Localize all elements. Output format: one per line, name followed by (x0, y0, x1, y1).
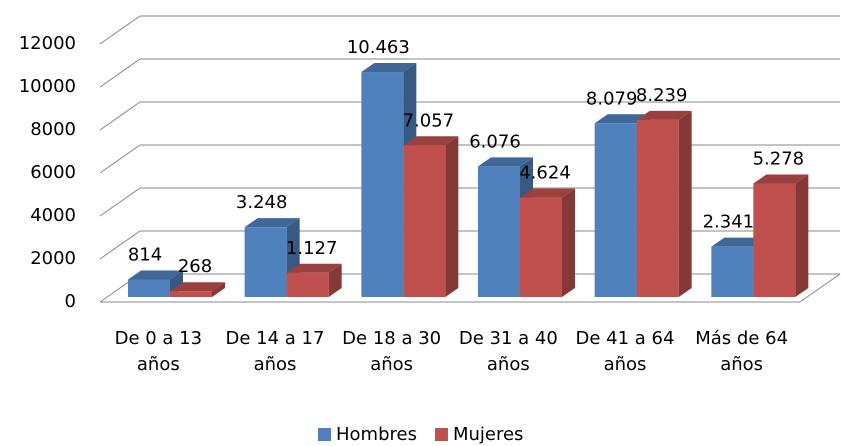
bar (128, 270, 183, 297)
bar-front (286, 272, 329, 297)
bar (478, 157, 533, 297)
floor-edge (799, 273, 841, 303)
bar-top (128, 270, 183, 280)
x-tick-label: De 31 a 40 años (458, 328, 558, 375)
bar-front (128, 279, 170, 297)
bar-front (403, 145, 446, 297)
value-label: 8.079 (586, 88, 638, 109)
grid-line (99, 101, 141, 131)
value-label: 7.057 (403, 110, 455, 131)
value-label: 4.624 (519, 163, 571, 184)
bar (753, 174, 809, 297)
bar-front (170, 291, 212, 297)
grid-line (99, 58, 141, 88)
bar-front (244, 227, 287, 297)
bar (244, 218, 300, 297)
grid-line (99, 187, 141, 217)
bar-top (594, 114, 650, 124)
y-tick-label: 2000 (30, 248, 76, 269)
bar-top (711, 237, 767, 247)
bar-top (753, 174, 809, 184)
bar-top (520, 188, 575, 198)
x-tick-label: Más de 64 años (695, 328, 789, 375)
x-tick-label: De 0 a 13 años (114, 328, 203, 375)
bar-front (361, 72, 404, 297)
grid-line (99, 15, 141, 45)
bar-top (170, 282, 225, 292)
value-label: 814 (128, 244, 162, 265)
grid-line (99, 230, 141, 260)
value-label: 6.076 (469, 131, 521, 152)
bar-top (244, 218, 300, 228)
legend-label: Mujeres (453, 424, 523, 445)
value-label: 268 (178, 256, 212, 277)
bar-top (636, 110, 692, 120)
bar-side (212, 282, 225, 297)
value-label: 2.341 (703, 212, 755, 233)
x-tick-label: De 18 a 30 años (342, 328, 442, 375)
y-tick-label: 10000 (19, 76, 76, 97)
bar-side (795, 174, 809, 297)
bar-side (678, 110, 692, 297)
y-tick-label: 4000 (30, 205, 76, 226)
legend-swatch (318, 428, 331, 441)
bar-top (403, 136, 459, 146)
x-tick-label: De 14 a 17 años (225, 328, 325, 375)
bar-front (636, 119, 679, 297)
bar-side (445, 136, 459, 297)
y-tick-label: 12000 (19, 33, 76, 54)
grid-line (99, 144, 141, 174)
bar-side (328, 263, 342, 297)
bar (286, 263, 342, 297)
y-tick-label: 8000 (30, 119, 76, 140)
bar-top (478, 157, 533, 167)
y-tick-label: 6000 (30, 162, 76, 183)
value-label: 3.248 (236, 192, 288, 213)
value-label: 8.239 (636, 85, 688, 106)
bar-front (594, 123, 637, 297)
legend-swatch (434, 428, 448, 441)
bar (520, 188, 575, 297)
bar-front (753, 183, 796, 297)
bar-side (562, 188, 575, 297)
value-label: 5.278 (753, 149, 805, 170)
bar (636, 110, 692, 297)
legend-label: Hombres (336, 424, 417, 445)
bar-front (520, 197, 562, 297)
bar (170, 282, 225, 297)
y-tick-label: 0 (65, 291, 76, 312)
bar-top (286, 263, 342, 273)
bar (403, 136, 459, 297)
x-tick-label: De 41 a 64 años (575, 328, 675, 375)
bar-front (711, 246, 754, 297)
value-label: 1.127 (286, 238, 338, 259)
bar-top (361, 63, 417, 73)
value-label: 10.463 (347, 37, 410, 58)
bar-front (478, 166, 520, 297)
